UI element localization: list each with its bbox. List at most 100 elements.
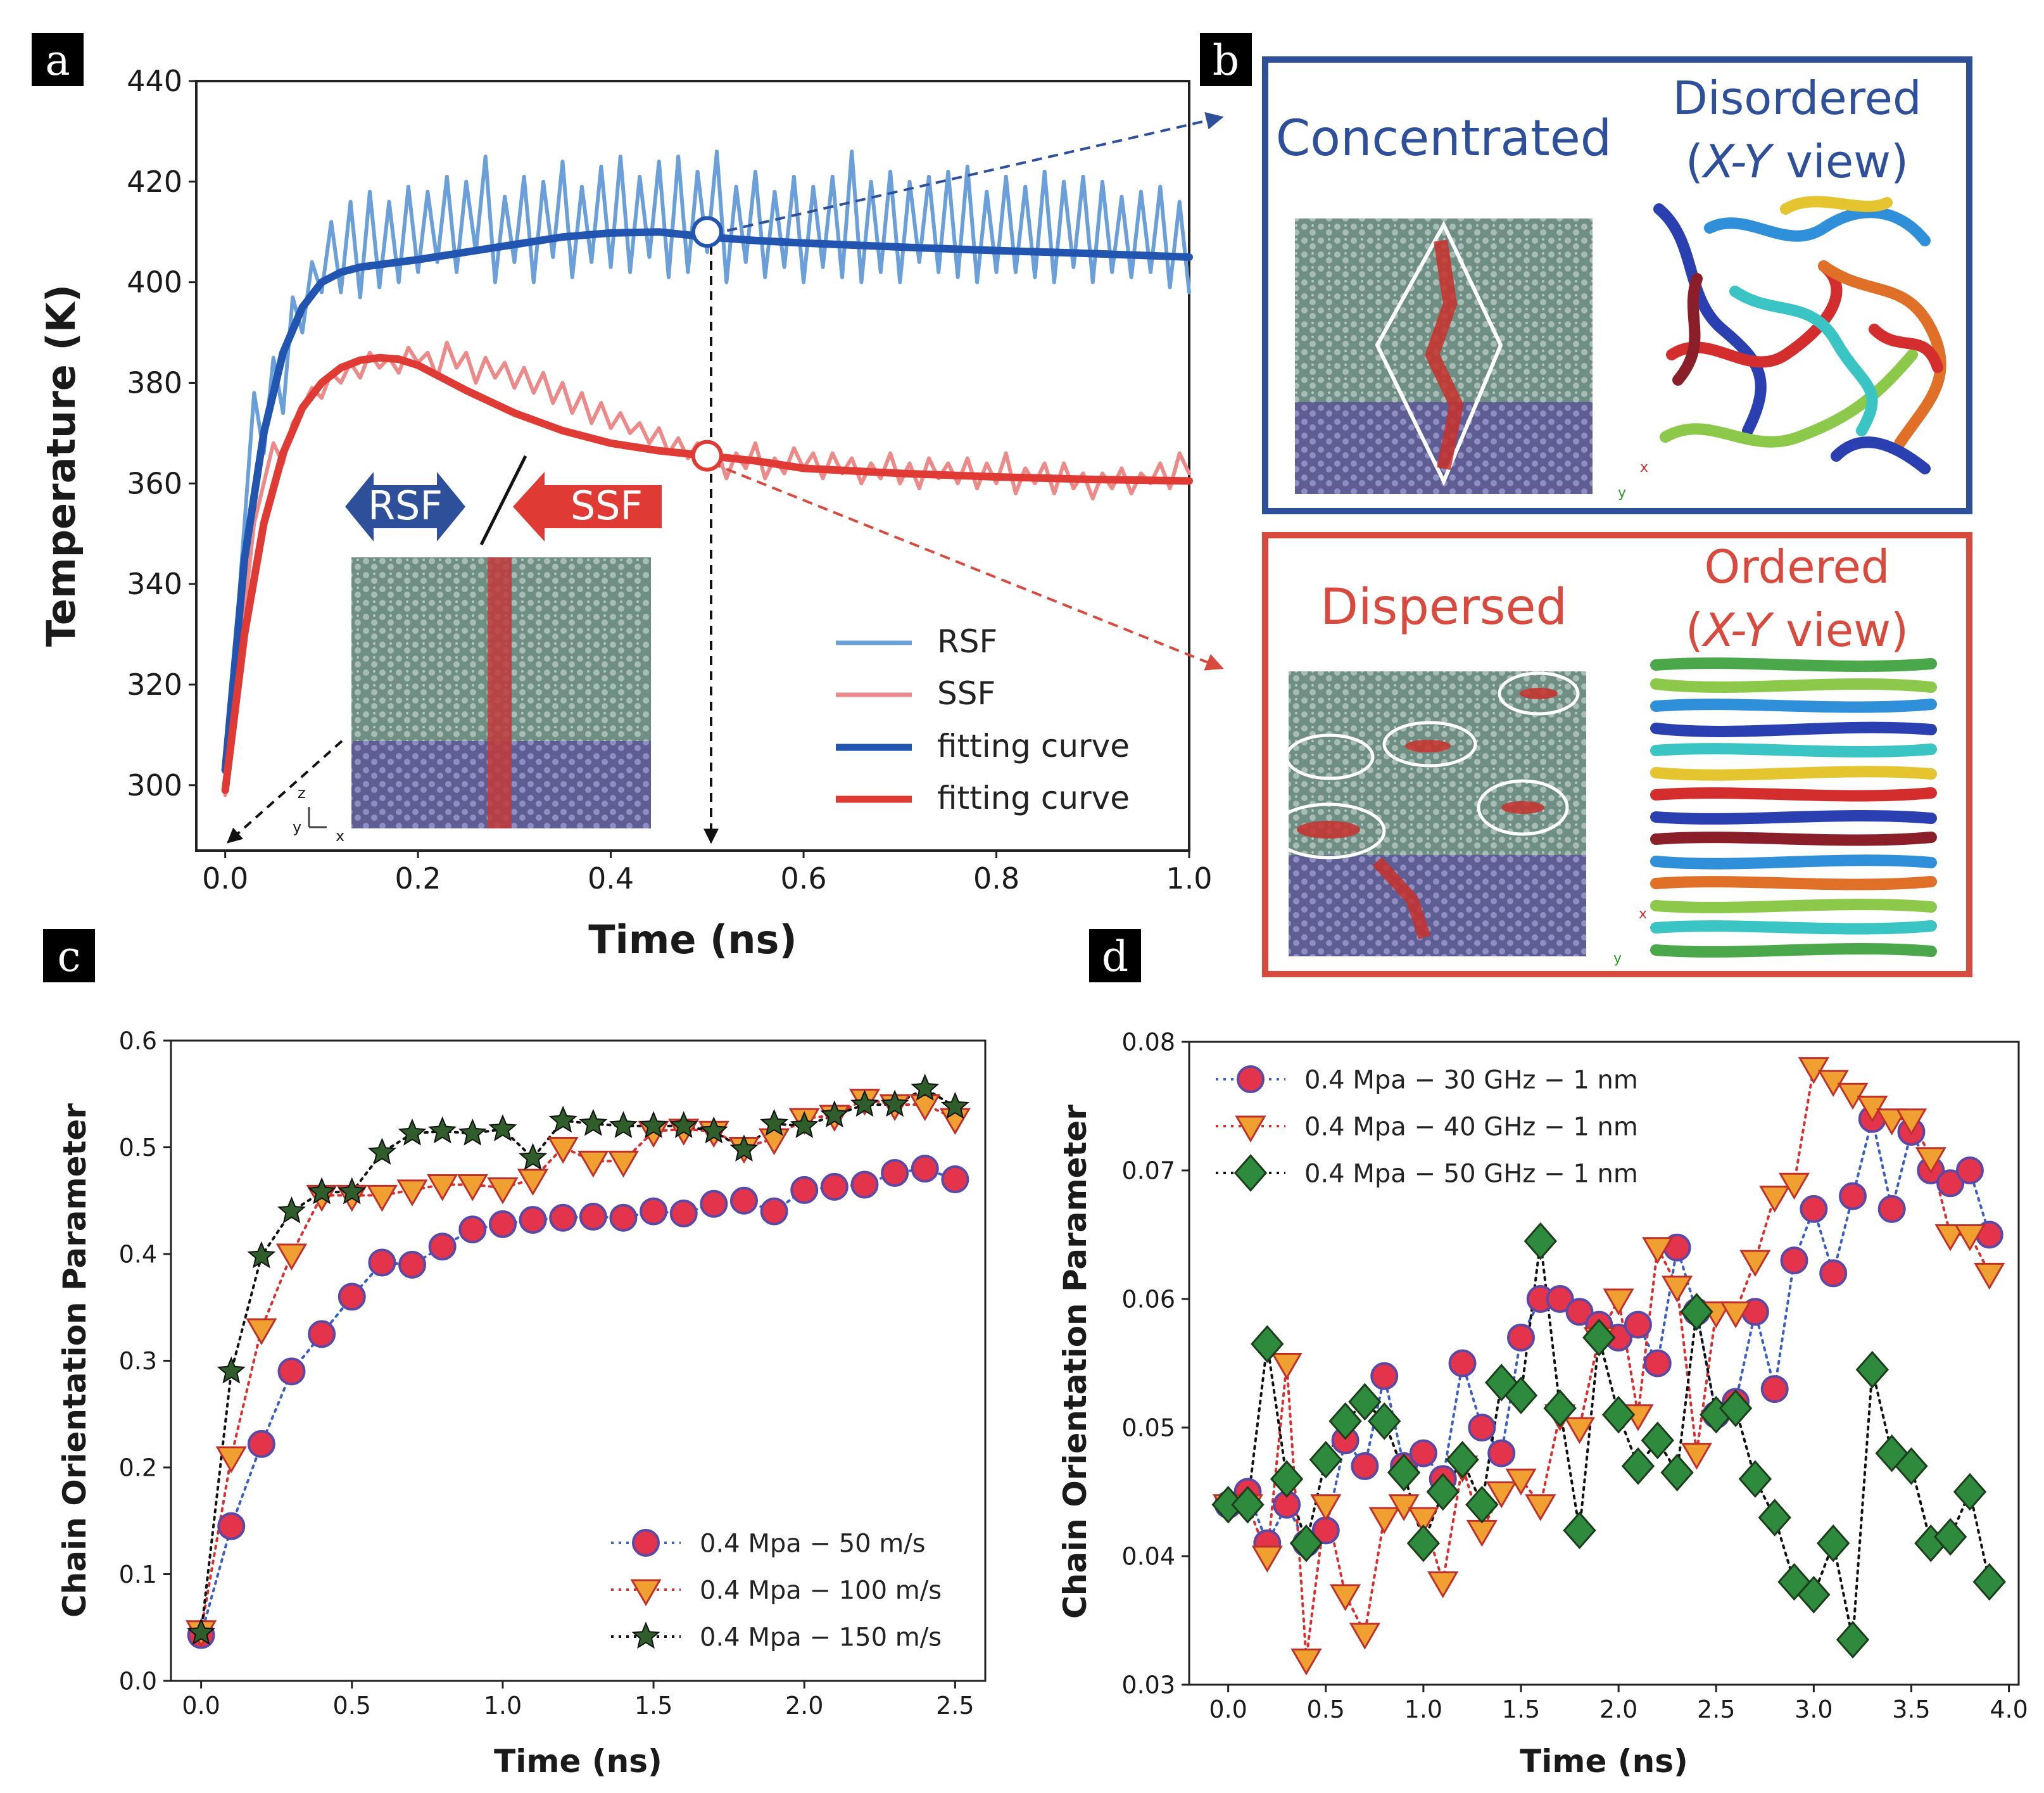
panel-d-point-3 <box>1328 1402 1362 1440</box>
panel-d-point-3 <box>1465 1486 1499 1524</box>
panel-d-point-1 <box>1546 1285 1574 1313</box>
panel-a-ylabel: Temperature (K) <box>38 284 84 647</box>
panel-d-point-2 <box>1525 1494 1556 1521</box>
panel-c-xlabel: Time (ns) <box>494 1743 662 1780</box>
panel-c-point-1 <box>458 1215 487 1244</box>
panel-d-point-3 <box>1719 1389 1753 1428</box>
panel-c-legend-label: 0.4 Mpa − 100 m/s <box>700 1576 942 1605</box>
panel-d-point-2 <box>1329 1584 1361 1611</box>
panel-c-xtick-label: 2.0 <box>785 1692 823 1720</box>
panel-d-point-2 <box>1895 1108 1927 1136</box>
panel-d-point-3 <box>1660 1454 1694 1492</box>
panel-c-ytick-label: 0.2 <box>119 1454 157 1481</box>
panel-d-point-3 <box>1504 1376 1538 1415</box>
panel-d-ytick-label: 0.04 <box>1121 1542 1175 1570</box>
panel-label-c-box <box>43 929 95 982</box>
panel-a-xtick-label: 0.4 <box>588 861 634 896</box>
panel-d-point-2 <box>1466 1519 1498 1547</box>
panel-c-point-1 <box>579 1203 607 1231</box>
panel-d-point-2 <box>1934 1224 1966 1251</box>
panel-c-point-3 <box>850 1089 879 1117</box>
concentrated-chain-column <box>488 557 512 828</box>
legend-label-rsf: RSF <box>937 623 997 660</box>
panel-c-point-1 <box>247 1429 275 1458</box>
label-ordered: Ordered <box>1704 540 1889 593</box>
panel-c-point-1 <box>729 1186 758 1215</box>
panel-c-point-1 <box>398 1250 427 1279</box>
panel-c-ylabel: Chain Orientation Parameter <box>56 1103 93 1618</box>
panel-d-point-3 <box>1289 1524 1323 1562</box>
panel-c-ytick-label: 0.3 <box>119 1347 157 1375</box>
panel-c-legend-marker <box>631 1621 660 1649</box>
panel-d-point-3 <box>1758 1498 1791 1536</box>
ssf-arrow-label: SSF <box>571 483 643 529</box>
panel-c-point-2 <box>427 1174 458 1201</box>
panel-d-point-3 <box>1933 1517 1967 1556</box>
legend-label-ssf-fit: fitting curve <box>937 780 1130 816</box>
panel-d-point-1 <box>1643 1349 1672 1378</box>
panel-d-legend-marker <box>1237 1065 1265 1093</box>
ssf-fitting-curve <box>221 353 1193 794</box>
panel-c-point-1 <box>669 1199 698 1227</box>
panel-d-point-1 <box>1877 1194 1906 1223</box>
panel-a: a 0.0 0.2 0.4 0.6 0.8 1.0 300 320 340 360 380 400 42… <box>32 33 1224 963</box>
rsf-snapshot-inset: z y x <box>293 557 651 845</box>
panel-d-point-3 <box>1251 1325 1284 1363</box>
rsf-fitting-curve <box>221 228 1193 774</box>
panel-d-point-1 <box>1370 1362 1399 1390</box>
panel-c-point-1 <box>790 1175 819 1204</box>
concentrated-chains <box>1425 239 1464 471</box>
panel-d-axes-frame <box>1188 1041 2020 1686</box>
panel-c-point-3 <box>247 1241 276 1269</box>
panel-a-ytick-label: 380 <box>127 366 182 400</box>
panel-c-point-2 <box>457 1174 488 1201</box>
panel-c-point-1 <box>338 1283 366 1311</box>
panel-c-point-2 <box>909 1094 941 1122</box>
panel-d-point-2 <box>1915 1147 1946 1174</box>
panel-a-axes-frame <box>195 80 1190 852</box>
panel-d-point-3 <box>1426 1473 1460 1511</box>
panel-d-point-3 <box>1387 1454 1421 1492</box>
panel-c-point-1 <box>549 1203 577 1232</box>
panel-d-point-2 <box>1505 1468 1537 1496</box>
panel-d-point-3 <box>1797 1576 1831 1614</box>
panel-d-ytick-label: 0.03 <box>1121 1671 1175 1699</box>
panel-c-point-3 <box>669 1111 698 1138</box>
panel-label-d: d <box>1102 932 1128 981</box>
panel-d-ytick-label: 0.06 <box>1121 1285 1175 1313</box>
panel-c-point-3 <box>880 1089 909 1117</box>
panel-c-point-3 <box>699 1116 728 1144</box>
panel-c-point-1 <box>217 1512 246 1540</box>
panel-d-point-3 <box>1601 1395 1636 1434</box>
panel-d-point-3 <box>1446 1440 1479 1479</box>
panel-a-ytick-label: 300 <box>127 768 182 802</box>
origin-arrow <box>227 740 343 844</box>
panel-d-xtick-label: 2.5 <box>1697 1695 1735 1723</box>
panel-c-point-1 <box>760 1197 788 1226</box>
panel-c-ytick-label: 0.4 <box>119 1240 157 1268</box>
ssf-snapshot-lower <box>1289 855 1586 956</box>
panel-d-ytick-label: 0.07 <box>1121 1156 1175 1184</box>
panel-c-point-1 <box>700 1189 728 1218</box>
panel-d-point-2 <box>1271 1353 1303 1380</box>
panel-a-ytick-label: 440 <box>127 64 182 98</box>
panel-label-b: b <box>1213 36 1239 85</box>
panel-d-point-2 <box>1368 1507 1400 1535</box>
panel-c-point-2 <box>577 1150 609 1178</box>
panel-label-a-box <box>32 33 84 86</box>
selected-time-marker <box>691 216 723 248</box>
panel-a-ytick-label: 360 <box>127 466 182 500</box>
panel-c-point-1 <box>609 1203 638 1232</box>
label-xy-view-top: (X-Y view) <box>1686 135 1908 188</box>
panel-d-point-1 <box>1487 1439 1516 1467</box>
panel-d-point-1 <box>1955 1156 1984 1184</box>
panel-a-xlabel: Time (ns) <box>588 916 797 963</box>
panel-a-xtick-label: 0.8 <box>973 861 1019 896</box>
panel-d-legend: 0.4 Mpa − 30 GHz − 1 nm 0.4 Mpa − 40 GHz … <box>1216 1065 1638 1192</box>
panel-c: c 0.0 0.5 1.0 1.5 2.0 2.5 0.0 0.1 0.2 0.3 0.4 0.5 0.… <box>43 929 987 1780</box>
panel-c-ytick-label: 0.1 <box>119 1561 157 1588</box>
panel-d-point-3 <box>1582 1319 1616 1357</box>
selected-time-marker <box>691 440 723 472</box>
panel-c-point-1 <box>488 1210 517 1238</box>
panel-c-point-3 <box>609 1111 638 1138</box>
